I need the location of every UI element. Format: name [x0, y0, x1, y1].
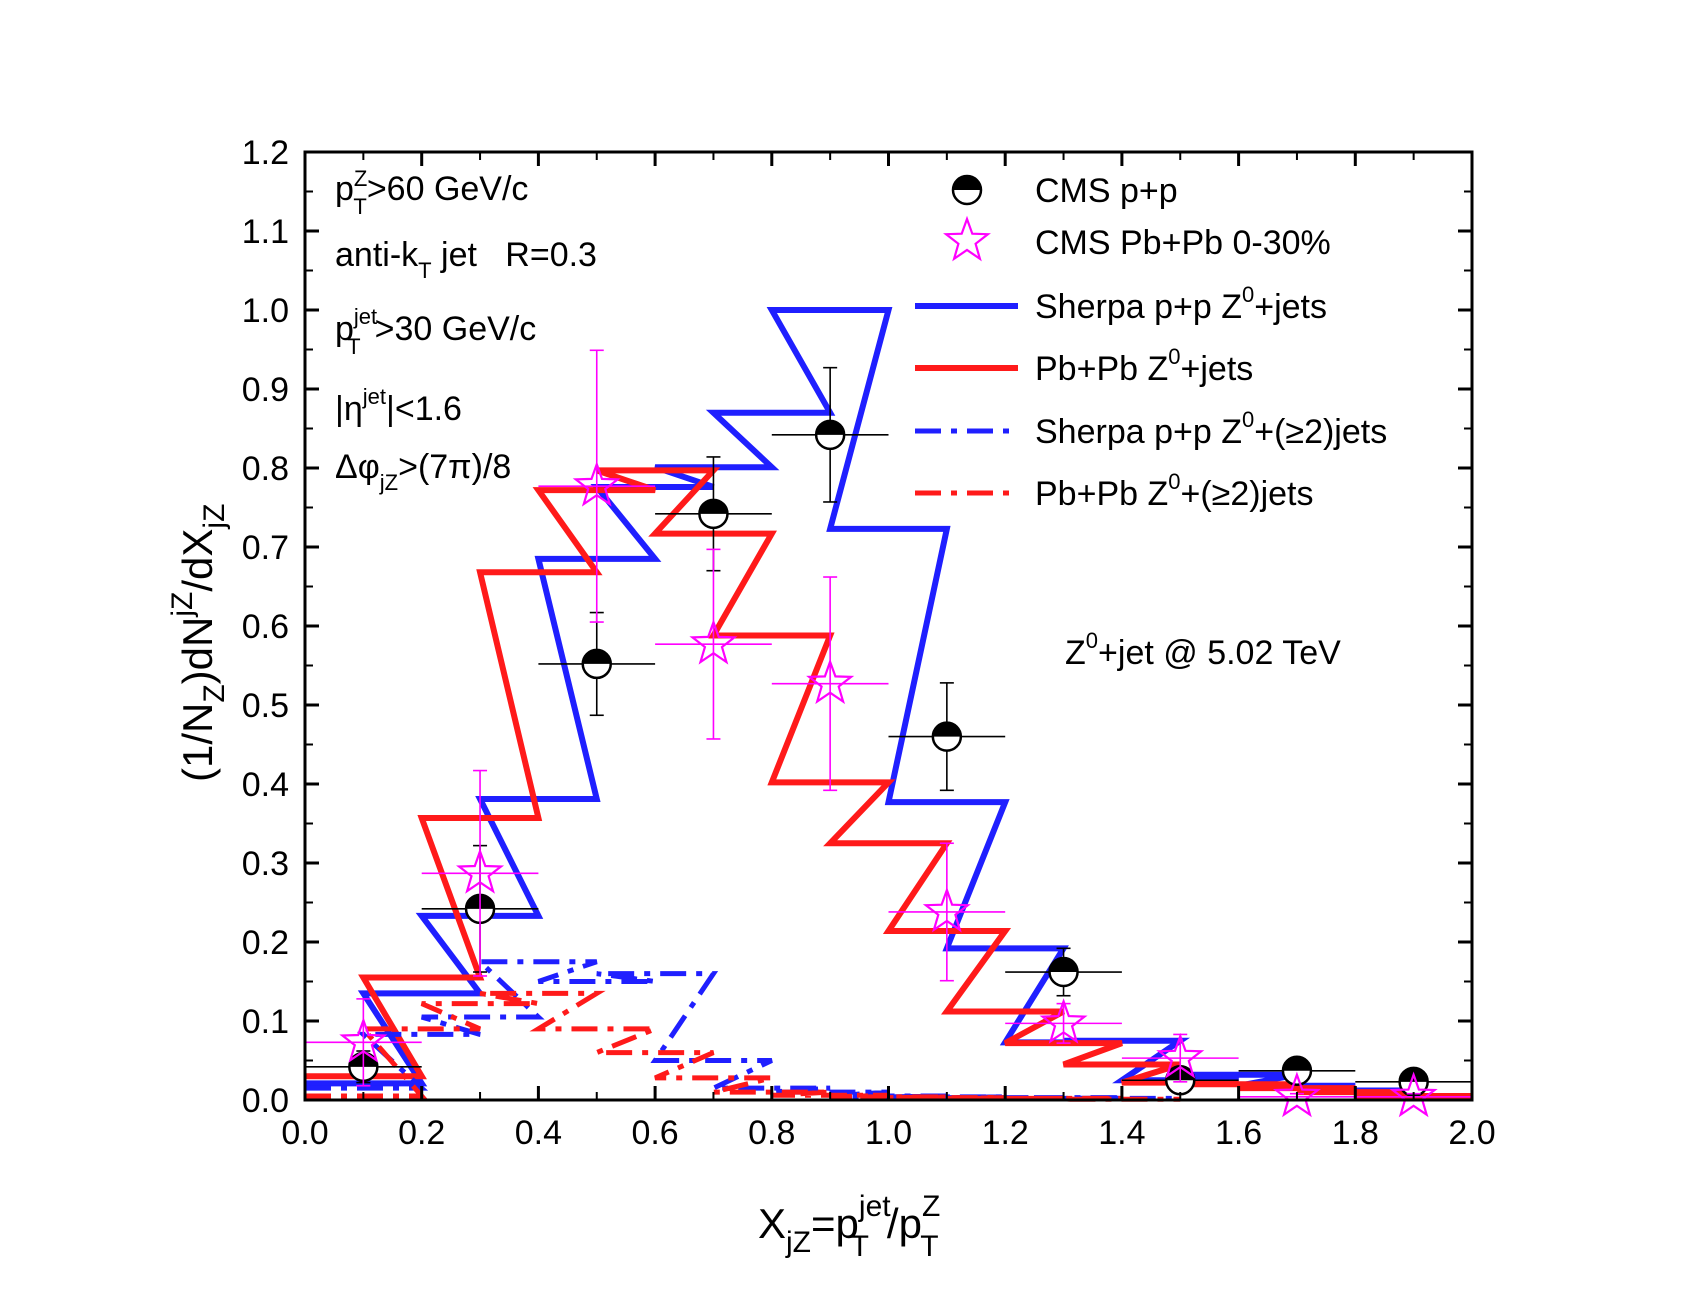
series-step-1 [305, 467, 1472, 1100]
annotation-dphi: ΔφjZ>(7π)/8 [335, 448, 511, 495]
legend-label-sherpa-pp: Sherpa p+p Z0+jets [1035, 282, 1327, 326]
y-tick-label: 0.0 [242, 1082, 289, 1120]
data-point [305, 998, 422, 1087]
x-tick-label: 0.0 [281, 1114, 328, 1152]
data-point [538, 611, 656, 717]
star-marker [1272, 1071, 1322, 1118]
y-tick-label: 0.5 [242, 687, 289, 725]
x-tick-label: 0.4 [515, 1114, 562, 1152]
x-tick-label: 1.2 [982, 1114, 1029, 1152]
data-point [771, 576, 889, 792]
star-marker [572, 460, 621, 507]
legend-marker-cms-pbpb [943, 215, 991, 262]
star-marker [1156, 1032, 1205, 1079]
y-tick-label: 0.8 [242, 450, 289, 488]
data-point [655, 456, 772, 572]
y-tick-label: 0.4 [242, 766, 289, 804]
star-marker [1039, 998, 1088, 1044]
legend-label-sherpa-pp-2jets: Sherpa p+p Z0+(≥2)jets [1035, 407, 1387, 451]
y-tick-label: 1.2 [242, 134, 289, 172]
x-tick-label: 0.2 [398, 1114, 445, 1152]
annotation-pt-z: pZ T>60 GeV/c [335, 166, 528, 219]
star-marker [339, 1017, 388, 1063]
x-tick-label: 1.6 [1215, 1114, 1262, 1152]
x-tick-label: 0.6 [631, 1114, 678, 1152]
annotation-eta: |ηjet|<1.6 [335, 384, 462, 428]
legend-label-cms-pp: CMS p+p [1035, 172, 1178, 210]
star-marker [922, 886, 971, 933]
x-axis-label: XjZ=pjet T/pZ T [758, 1190, 940, 1263]
data-point [538, 349, 656, 623]
series-line-Pb+Pb Z0+jets [305, 467, 1472, 1100]
half-circle-marker-fill [582, 649, 611, 664]
data-point [421, 769, 539, 977]
y-tick-label: 0.6 [242, 608, 289, 646]
x-tick-label: 1.4 [1098, 1114, 1145, 1152]
data-point [771, 366, 889, 503]
y-tick-label: 1.1 [242, 213, 289, 251]
data-point [1005, 998, 1122, 1044]
y-tick-label: 1.0 [242, 292, 289, 330]
legend-label-pbpb: Pb+Pb Z0+jets [1035, 344, 1253, 388]
legend-marker-cms-pp-fill [953, 176, 981, 190]
y-tick-label: 0.9 [242, 371, 289, 409]
half-circle-marker-fill [699, 499, 728, 514]
annotation-pt-jet: pjet T >30 GeV/c [335, 304, 536, 359]
series-step-0 [305, 307, 1472, 1100]
legend: CMS p+p CMS Pb+Pb 0-30% Sherpa p+p Z0+je… [915, 172, 1387, 513]
data-point [1121, 1032, 1239, 1083]
y-axis-label: (1/NZ)dNjZ/dXjZ [166, 504, 231, 782]
annotation-antikt: anti-kT jet R=0.3 [335, 236, 597, 283]
star-marker [1389, 1071, 1438, 1118]
axis-ticks: 0.0 0.2 0.4 0.6 0.8 1.0 1.2 1.4 1.6 1.8 2.0 0.0 0.1 0… [242, 134, 1496, 1152]
legend-swatches [915, 174, 1018, 496]
half-circle-marker-fill [1049, 958, 1078, 973]
x-tick-label: 1.8 [1332, 1114, 1379, 1152]
x-tick-label: 1.0 [865, 1114, 912, 1152]
half-circle-marker-fill [816, 420, 845, 435]
series-line-Sherpa p+p Z0+jets [305, 307, 1472, 1100]
legend-label-pbpb-2jets: Pb+Pb Z0+(≥2)jets [1035, 469, 1313, 513]
data-point [888, 842, 1006, 982]
y-tick-label: 0.1 [242, 1003, 289, 1041]
star-marker [806, 658, 855, 705]
annotation-energy: Z0+jet @ 5.02 TeV [1065, 628, 1341, 672]
data-point [655, 548, 772, 740]
legend-label-cms-pbpb: CMS Pb+Pb 0-30% [1035, 224, 1331, 262]
series-points-1 [305, 349, 1472, 1118]
x-tick-label: 0.8 [748, 1114, 795, 1152]
y-tick-label: 0.2 [242, 924, 289, 962]
data-point [1005, 947, 1122, 997]
y-tick-label: 0.7 [242, 529, 289, 567]
half-circle-marker-fill [1282, 1056, 1311, 1071]
x-tick-label: 2.0 [1448, 1114, 1495, 1152]
half-circle-marker-fill [932, 722, 961, 737]
data-point [888, 682, 1006, 792]
star-marker [689, 618, 738, 665]
star-marker [456, 848, 505, 894]
y-tick-label: 0.3 [242, 845, 289, 883]
